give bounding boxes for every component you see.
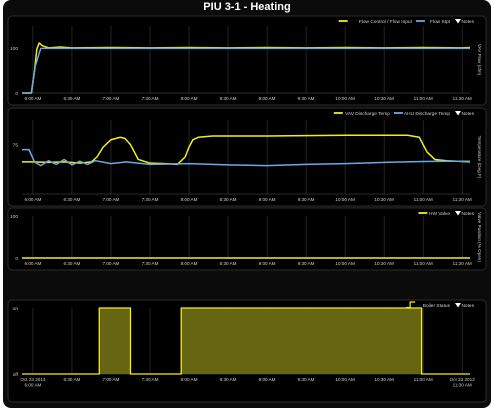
- time-tick-label: 6:30 AM: [64, 197, 81, 202]
- y-axis-label: Temperature (Deg F): [477, 136, 482, 179]
- y-tick-label: 75: [13, 142, 19, 148]
- time-tick-label: 10:00 AM: [335, 96, 355, 101]
- time-tick-label: 8:00 AM: [181, 261, 198, 266]
- notes-label: Notes: [461, 211, 474, 217]
- notes-label: Notes: [461, 111, 474, 117]
- time-tick-label: 9:30 AM: [298, 377, 315, 382]
- time-tick-label: 9:00 AM: [259, 377, 276, 382]
- time-tick-label: 9:00 AM: [259, 197, 276, 202]
- time-tick-label: 8:00 AM: [181, 96, 198, 101]
- time-tick-label: 7:00 AM: [103, 96, 120, 101]
- time-tick-label: 7:00 AM: [103, 377, 120, 382]
- time-tick-label: 6:00 AM: [24, 197, 41, 202]
- notes-label: Notes: [461, 303, 474, 309]
- time-tick-label: 8:00 AM: [181, 197, 198, 202]
- time-tick-label: 10:30 AM: [374, 96, 394, 101]
- time-tick-label: 7:30 AM: [142, 377, 159, 382]
- chart-panel-3: 6:00 AM 6:30 AM 7:00 AM 7:30 AM 8:00 AM 8:30 …: [7, 207, 487, 271]
- time-tick-label: 10:30 AM: [374, 197, 394, 202]
- notes-triangle-icon[interactable]: [455, 211, 461, 216]
- time-tick-label: 10:00 AM: [335, 197, 355, 202]
- notes-triangle-icon[interactable]: [455, 111, 461, 116]
- date-end-label: 11:30 AM: [453, 383, 472, 388]
- time-tick-label: 11:00 AM: [414, 197, 433, 202]
- time-tick-label: 8:30 AM: [220, 377, 237, 382]
- y-tick-label: 100: [10, 46, 18, 52]
- time-tick-label: 11:00 AM: [414, 261, 433, 266]
- time-tick-label: 11:30 AM: [453, 261, 472, 266]
- time-tick-label: 6:00 AM: [24, 96, 41, 101]
- time-tick-label: 9:30 AM: [298, 197, 315, 202]
- y-tick-label: on: [13, 307, 19, 312]
- date-start-label: 6:00 AM: [24, 383, 41, 388]
- time-tick-label: 11:00 AM: [414, 96, 433, 101]
- legend-label: Flow Stpt: [430, 19, 451, 25]
- panel-background: [7, 207, 487, 271]
- chart-panel-4: 6:30 AM 7:00 AM 7:30 AM 8:00 AM 8:30 AM 9:00 …: [7, 299, 487, 403]
- notes-triangle-icon[interactable]: [455, 19, 461, 24]
- series-line-2: [22, 148, 470, 167]
- notes-triangle-icon[interactable]: [455, 303, 461, 308]
- date-start-label: Oct 23 2013: [20, 377, 45, 382]
- time-tick-label: 9:00 AM: [259, 261, 276, 266]
- time-tick-label: 7:30 AM: [142, 197, 159, 202]
- legend-label: VAV Discharge Temp: [345, 111, 390, 117]
- notes-label: Notes: [461, 19, 474, 25]
- date-end-label: Oct 23 2013: [450, 377, 475, 382]
- series-area-1: [22, 308, 470, 374]
- time-tick-label: 10:30 AM: [374, 377, 394, 382]
- panel-background: [7, 107, 487, 207]
- y-tick-label: 0: [15, 256, 18, 262]
- time-tick-label: 6:30 AM: [64, 261, 81, 266]
- time-tick-label: 8:30 AM: [220, 261, 237, 266]
- time-tick-label: 7:00 AM: [103, 261, 120, 266]
- time-tick-label: 8:30 AM: [220, 197, 237, 202]
- chart-panel-1: 6:00 AM 6:30 AM 7:00 AM 7:30 AM 8:00 AM 8:30 …: [7, 15, 487, 106]
- time-tick-label: 6:30 AM: [64, 96, 81, 101]
- legend-label: Flow Control / Flow Input: [359, 19, 413, 25]
- time-tick-label: 7:30 AM: [142, 96, 159, 101]
- legend-label: AHU Discharge Temp: [404, 111, 450, 117]
- time-tick-label: 7:30 AM: [142, 261, 159, 266]
- y-axis-label: Valve Position (% Open): [477, 212, 482, 262]
- panel-background: [7, 15, 487, 106]
- time-tick-label: 11:30 AM: [453, 197, 472, 202]
- series-line-1: [22, 307, 470, 375]
- time-tick-label: 6:00 AM: [24, 261, 41, 266]
- y-axis-label: VAV Flow (cfm): [477, 44, 482, 76]
- legend-label: Boiler Status: [423, 303, 451, 309]
- time-tick-label: 8:30 AM: [220, 96, 237, 101]
- time-tick-label: 8:00 AM: [181, 377, 198, 382]
- time-tick-label: 9:00 AM: [259, 96, 276, 101]
- page-title: PIU 3-1 - Heating: [203, 1, 291, 13]
- legend-label: HW Valve: [429, 211, 450, 217]
- time-tick-label: 10:00 AM: [335, 261, 355, 266]
- time-tick-label: 7:00 AM: [103, 197, 120, 202]
- time-tick-label: 6:30 AM: [64, 377, 81, 382]
- time-tick-label: 11:00 AM: [414, 377, 433, 382]
- time-tick-label: 10:00 AM: [335, 377, 355, 382]
- chart-panel-2: 6:00 AM 6:30 AM 7:00 AM 7:30 AM 8:00 AM 8:30 …: [7, 107, 487, 207]
- time-tick-label: 11:30 AM: [453, 96, 472, 101]
- legend-step-icon: [406, 301, 416, 309]
- time-tick-label: 9:30 AM: [298, 96, 315, 101]
- y-tick-label: 100: [10, 214, 18, 220]
- time-tick-label: 9:30 AM: [298, 261, 315, 266]
- time-tick-label: 10:30 AM: [374, 261, 394, 266]
- y-tick-label: 0: [15, 91, 18, 97]
- y-tick-label: off: [13, 372, 19, 378]
- series-line-2: [22, 47, 470, 94]
